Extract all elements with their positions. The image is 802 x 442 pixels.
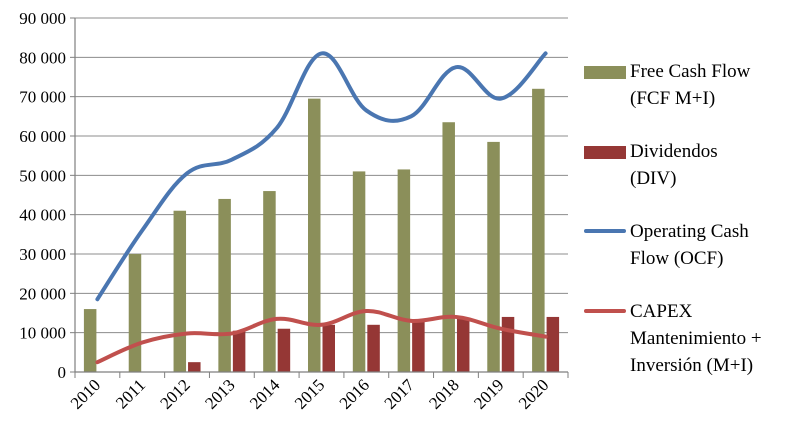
y-tick-label: 70 000 bbox=[19, 88, 66, 107]
x-tick-label: 2013 bbox=[201, 375, 238, 412]
fcf-bar bbox=[308, 98, 321, 372]
legend-label-capex-2: Mantenimiento + bbox=[630, 328, 762, 349]
y-tick-label: 10 000 bbox=[19, 324, 66, 343]
dividend-bar bbox=[501, 316, 515, 372]
fcf-bar bbox=[83, 309, 97, 372]
legend-label-ocf-1: Operating Cash bbox=[630, 221, 749, 242]
dividend-bar bbox=[188, 362, 201, 372]
x-tick-label: 2010 bbox=[67, 375, 104, 412]
legend-label-div-2: (DIV) bbox=[630, 168, 677, 189]
dividend-bar bbox=[277, 328, 291, 372]
legend-label-fcf-2: (FCF M+I) bbox=[630, 88, 716, 109]
legend-item-capex: CAPEX Mantenimiento + Inversión (M+I) bbox=[584, 298, 800, 379]
x-tick-label: 2018 bbox=[425, 375, 462, 412]
capex-line bbox=[95, 309, 548, 365]
x-tick-labels: 2010 2011 2012 2013 2014 2015 2016 2017 2018 2019… bbox=[67, 375, 553, 413]
y-tick-labels: 0 10 000 20 000 30 000 40 000 50 000 60 000 70 … bbox=[19, 9, 66, 382]
ocf-line bbox=[95, 51, 548, 302]
x-tick-label: 2016 bbox=[336, 375, 373, 412]
legend-swatch-div bbox=[584, 146, 626, 159]
legend-swatch-capex bbox=[584, 309, 626, 313]
legend-swatch-fcf bbox=[584, 66, 626, 79]
dividend-bar bbox=[367, 324, 380, 372]
y-tick-label: 50 000 bbox=[19, 166, 66, 185]
x-tick-label: 2017 bbox=[380, 375, 418, 413]
x-tick-label: 2012 bbox=[156, 375, 193, 412]
y-tick-label: 90 000 bbox=[19, 9, 66, 28]
axes bbox=[70, 17, 569, 378]
gridlines bbox=[75, 17, 568, 373]
legend-label-div-1: Dividendos bbox=[630, 141, 718, 162]
legend-item-ocf: Operating Cash Flow (OCF) bbox=[584, 218, 800, 272]
fcf-bar bbox=[352, 171, 366, 372]
legend-swatch-ocf bbox=[584, 229, 626, 233]
legend-label-fcf-1: Free Cash Flow bbox=[630, 61, 751, 82]
x-tick-label: 2015 bbox=[291, 375, 328, 412]
x-tick-label: 2019 bbox=[470, 375, 507, 412]
dividend-bar bbox=[412, 320, 425, 372]
bars bbox=[83, 88, 560, 373]
x-tick-label: 2020 bbox=[515, 375, 552, 412]
y-tick-label: 20 000 bbox=[19, 284, 66, 303]
y-tick-label: 30 000 bbox=[19, 245, 66, 264]
legend-item-fcf: Free Cash Flow (FCF M+I) bbox=[584, 58, 800, 112]
fcf-bar bbox=[532, 88, 545, 373]
fcf-bar bbox=[128, 254, 142, 372]
y-tick-label: 0 bbox=[58, 363, 67, 382]
fcf-bar bbox=[397, 169, 411, 372]
x-tick-label: 2014 bbox=[246, 375, 284, 413]
x-tick-label: 2011 bbox=[112, 375, 149, 412]
series-lines bbox=[95, 51, 548, 365]
legend-item-div: Dividendos (DIV) bbox=[584, 138, 800, 192]
fcf-bar bbox=[173, 210, 187, 372]
legend-label-capex-1: CAPEX bbox=[630, 301, 693, 322]
fcf-bar bbox=[263, 191, 276, 372]
fcf-bar bbox=[442, 122, 455, 372]
fcf-bar bbox=[218, 198, 231, 372]
y-tick-label: 40 000 bbox=[19, 206, 66, 225]
y-tick-label: 60 000 bbox=[19, 127, 66, 146]
dividend-bar bbox=[322, 324, 335, 372]
dividend-bar bbox=[232, 330, 246, 372]
legend-label-capex-3: Inversión (M+I) bbox=[630, 355, 754, 376]
legend: Free Cash Flow (FCF M+I) Dividendos (DIV… bbox=[584, 58, 800, 379]
fcf-bar bbox=[487, 141, 500, 372]
legend-label-ocf-2: Flow (OCF) bbox=[630, 248, 724, 269]
dividend-bar bbox=[546, 316, 560, 372]
dividend-bar bbox=[456, 318, 470, 372]
y-tick-label: 80 000 bbox=[19, 48, 66, 67]
